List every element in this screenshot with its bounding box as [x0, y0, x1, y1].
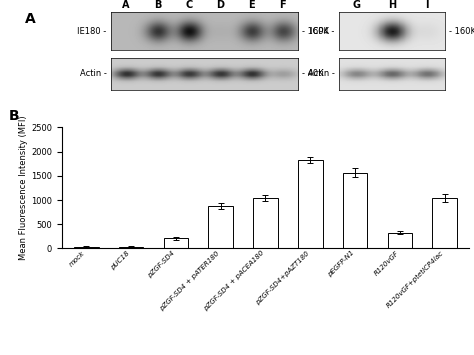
Text: - 40K: - 40K	[302, 69, 324, 78]
Bar	[253, 198, 278, 248]
Bar	[388, 233, 412, 248]
Bar	[164, 238, 188, 248]
Text: F: F	[279, 0, 286, 10]
Bar	[74, 247, 99, 248]
Text: I: I	[425, 0, 429, 10]
Bar	[298, 160, 322, 248]
Bar	[432, 198, 457, 248]
Text: Actin -: Actin -	[80, 69, 107, 78]
Text: IE180 -: IE180 -	[77, 27, 107, 36]
Text: - 160K: - 160K	[449, 27, 474, 36]
Text: E: E	[248, 0, 255, 10]
Bar	[209, 206, 233, 248]
Text: B: B	[9, 109, 19, 122]
Text: C: C	[185, 0, 192, 10]
Text: - 160K: - 160K	[302, 27, 329, 36]
Text: D: D	[216, 0, 224, 10]
Text: A: A	[25, 11, 36, 26]
Text: G: G	[353, 0, 361, 10]
Bar	[343, 173, 367, 248]
Y-axis label: Mean Fluorescence Intensity (MFI): Mean Fluorescence Intensity (MFI)	[19, 116, 28, 260]
Text: B: B	[154, 0, 161, 10]
Bar	[118, 247, 143, 248]
Text: A: A	[122, 0, 130, 10]
Text: ICP4 -: ICP4 -	[310, 27, 335, 36]
Text: H: H	[388, 0, 396, 10]
Text: Actin -: Actin -	[308, 69, 335, 78]
